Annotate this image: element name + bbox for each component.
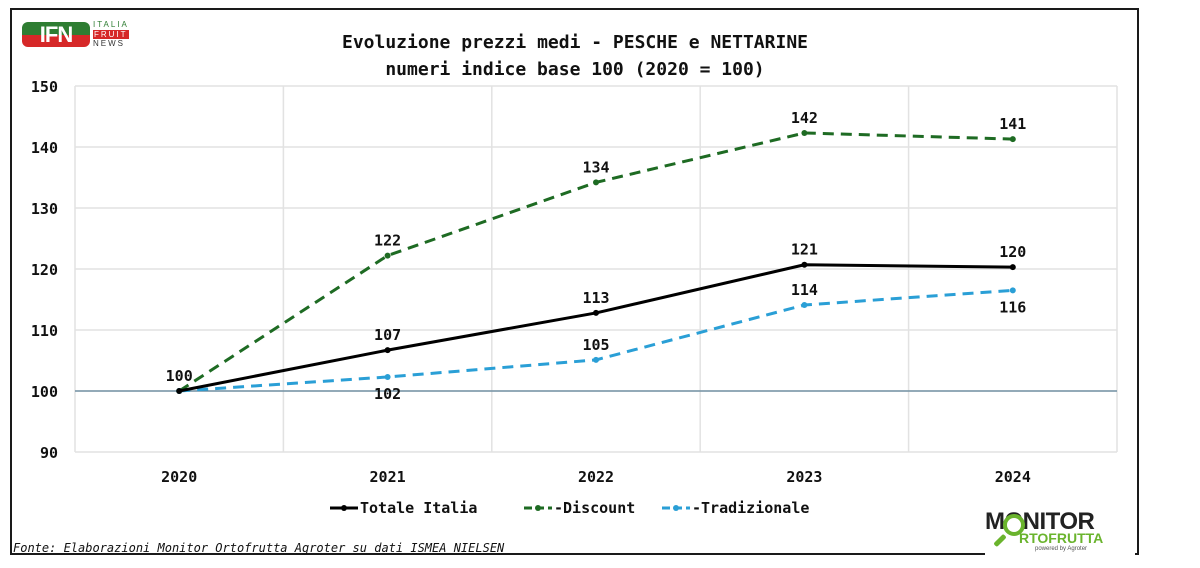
powered-by-text: powered by Agroter (1035, 546, 1088, 552)
data-label: 122 (374, 232, 401, 250)
chart-frame (10, 8, 1139, 555)
data-label: 121 (791, 241, 818, 259)
data-point (593, 179, 599, 186)
series-group (176, 129, 1016, 394)
data-label: 100 (166, 367, 193, 385)
data-label: 107 (374, 326, 401, 344)
data-label: 141 (999, 115, 1026, 133)
ortofrutta-text: RTOFRUTTA (1019, 530, 1104, 546)
x-tick-label: 2022 (578, 468, 614, 486)
source-note: Fonte: Elaborazioni Monitor Ortofrutta A… (13, 541, 505, 555)
magnifier-icon (1003, 514, 1025, 536)
data-point (1009, 264, 1016, 271)
y-tick-label: 140 (31, 139, 58, 157)
legend-swatch-marker (341, 505, 347, 511)
legend-swatch-marker (673, 505, 679, 511)
ifn-word-news: NEWS (93, 39, 125, 48)
chart-title: Evoluzione prezzi medi - PESCHE e NETTAR… (342, 32, 808, 53)
data-point (176, 388, 183, 394)
data-point (384, 347, 391, 354)
legend-label: Totale Italia (360, 499, 477, 517)
data-point (801, 129, 808, 136)
ifn-words: ITALIA FRUIT NEWS (93, 20, 129, 49)
data-point (593, 309, 599, 316)
y-tick-label: 150 (31, 78, 58, 96)
ifn-word-fruit: FRUIT (93, 29, 129, 39)
y-tick-label: 90 (40, 444, 58, 462)
ifn-word-italia: ITALIA (93, 20, 129, 29)
data-label: 113 (582, 289, 609, 307)
data-label: 114 (791, 281, 818, 299)
x-tick-label: 2020 (161, 468, 197, 486)
legend-label: -Discount (554, 499, 635, 517)
italia-fruit-news-logo: IFN ITALIA FRUIT NEWS (22, 20, 137, 50)
data-point (384, 373, 391, 380)
data-point (801, 301, 808, 308)
data-label: 120 (999, 243, 1026, 261)
data-labels: 100 107 113 121 120 122 134 142 141 102 105 114 116 (166, 109, 1027, 403)
grid (74, 85, 1118, 453)
data-label: 142 (791, 109, 818, 127)
data-label: 116 (999, 298, 1026, 316)
ifn-badge: IFN (22, 22, 90, 47)
y-tick-label: 110 (31, 322, 58, 340)
x-tick-label: 2024 (995, 468, 1031, 486)
x-tick-label: 2021 (370, 468, 406, 486)
legend-swatch-marker (535, 505, 541, 511)
series-line-totale-italia (178, 263, 1013, 393)
y-tick-label: 100 (31, 383, 58, 401)
x-axis: 2020 2021 2022 2023 2024 (161, 468, 1031, 486)
data-label: 102 (374, 385, 401, 403)
data-point (1009, 287, 1016, 294)
ifn-mark: IFN (39, 22, 73, 47)
y-tick-label: 120 (31, 261, 58, 279)
data-point (593, 356, 599, 363)
legend: Totale Italia -Discount -Tradizionale (330, 499, 809, 517)
chart-subtitle: numeri indice base 100 (2020 = 100) (385, 59, 764, 80)
data-point (384, 252, 391, 259)
x-tick-label: 2023 (786, 468, 822, 486)
y-tick-label: 130 (31, 200, 58, 218)
data-label: 105 (582, 336, 609, 354)
monitor-ortofrutta-logo: MONITOR RTOFRUTTA powered by Agroter (985, 508, 1135, 558)
data-label: 134 (582, 158, 609, 176)
data-point (1009, 136, 1016, 143)
legend-label: -Tradizionale (692, 499, 809, 517)
y-axis: 90 100 110 120 130 140 150 (31, 78, 58, 462)
data-point (801, 261, 808, 268)
